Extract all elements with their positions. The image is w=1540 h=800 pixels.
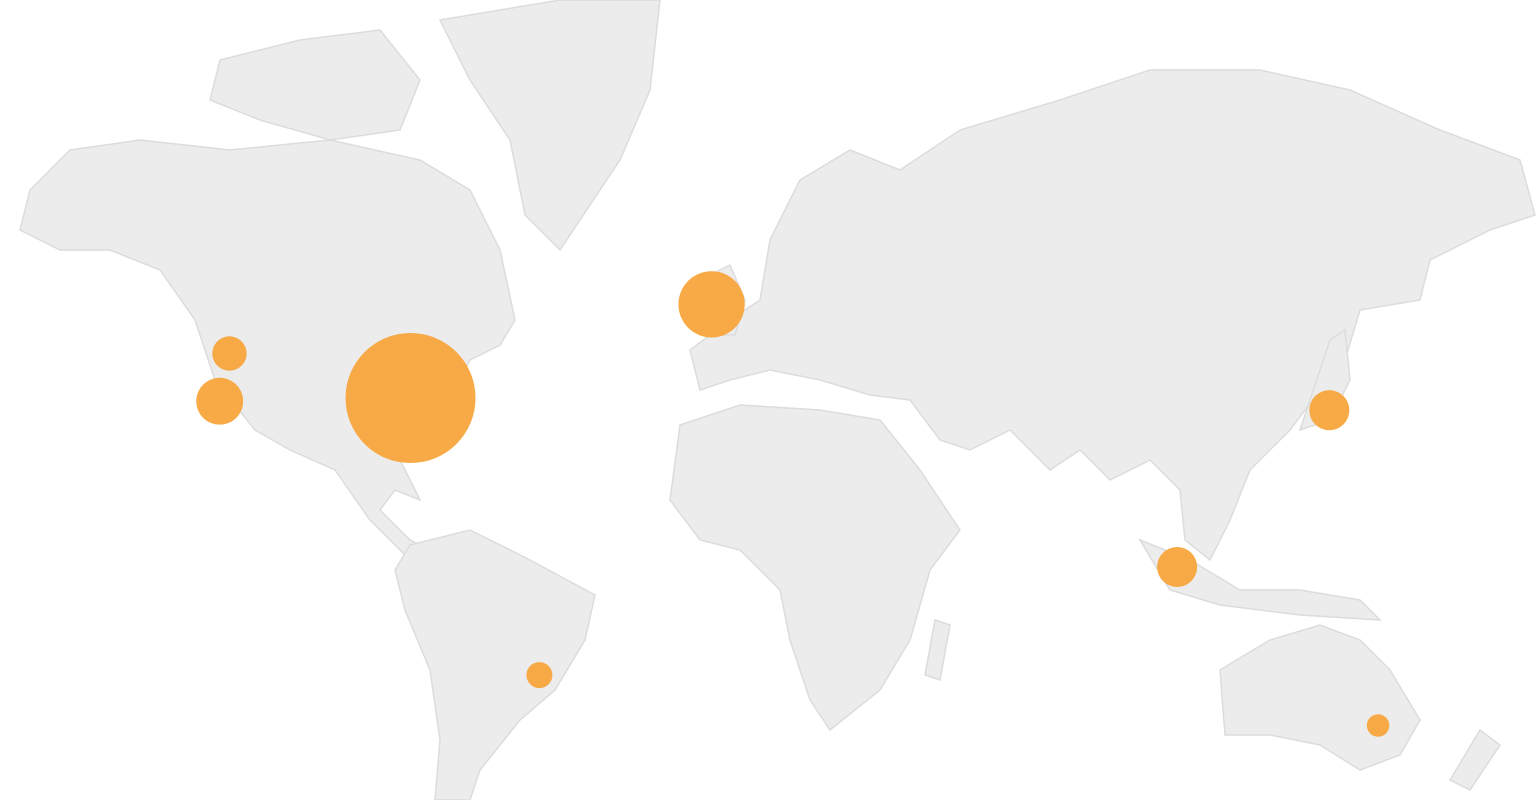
bubble <box>526 662 553 689</box>
indonesia <box>1138 538 1382 621</box>
bubble <box>678 271 745 338</box>
greenland <box>438 0 661 252</box>
bubble <box>212 336 247 371</box>
bubble <box>345 333 476 464</box>
bubble <box>1366 714 1390 737</box>
arctic-islands <box>209 29 421 141</box>
bubble <box>196 377 244 425</box>
north-america <box>19 139 516 576</box>
madagascar <box>924 619 951 681</box>
new-zealand <box>1448 728 1502 791</box>
africa <box>669 404 961 732</box>
bubbles <box>196 271 1390 737</box>
bubble <box>1309 390 1350 431</box>
land <box>19 0 1536 800</box>
bubble <box>1157 546 1198 588</box>
australia <box>1219 624 1421 771</box>
south-america <box>394 529 596 800</box>
